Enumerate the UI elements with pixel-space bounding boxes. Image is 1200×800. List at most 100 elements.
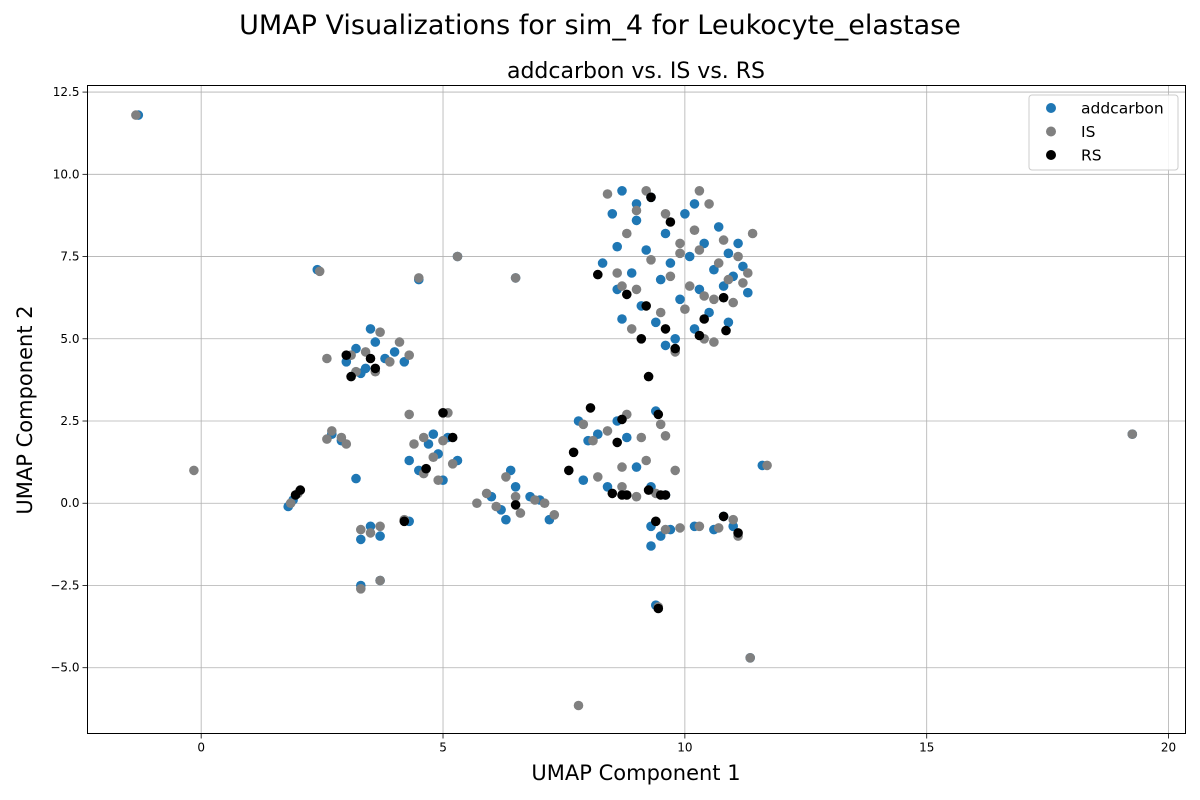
scatter-point	[399, 516, 410, 527]
y-tick-label: −5.0	[50, 661, 79, 675]
scatter-point	[636, 432, 647, 443]
scatter-point	[689, 199, 700, 209]
scatter-point	[356, 524, 366, 535]
scatter-point	[704, 307, 714, 318]
scatter-point	[684, 251, 695, 262]
scatter-point	[646, 192, 656, 203]
scatter-point	[404, 455, 415, 466]
scatter-point	[636, 334, 647, 344]
legend-marker	[1046, 150, 1056, 160]
chart-title: addcarbon vs. IS vs. RS	[507, 59, 765, 84]
scatter-point	[404, 409, 415, 420]
scatter-point	[341, 439, 352, 449]
scatter-point	[660, 324, 671, 334]
scatter-point	[665, 258, 676, 268]
scatter-point	[699, 291, 709, 301]
scatter-point	[641, 455, 651, 466]
scatter-point	[341, 350, 352, 361]
scatter-point	[743, 268, 753, 278]
scatter-point	[418, 432, 429, 443]
scatter-point	[631, 491, 642, 502]
scatter-point	[602, 189, 613, 199]
scatter-point	[356, 534, 366, 545]
scatter-point	[713, 523, 724, 533]
scatter-point	[447, 432, 458, 443]
scatter-point	[617, 482, 627, 492]
scatter-point	[365, 528, 376, 538]
scatter-point	[670, 334, 680, 344]
scatter-point	[646, 541, 656, 551]
scatter-point	[295, 485, 306, 495]
scatter-point	[631, 205, 642, 216]
scatter-point	[641, 245, 651, 255]
scatter-point	[694, 284, 705, 295]
scatter-point	[375, 327, 385, 338]
scatter-point	[385, 357, 395, 367]
scatter-point	[585, 403, 596, 413]
scatter-point	[375, 531, 385, 541]
grid-lines	[87, 85, 1186, 734]
scatter-point	[578, 475, 589, 486]
scatter-point	[365, 521, 376, 532]
scatter-point	[723, 274, 734, 285]
scatter-point	[665, 217, 676, 227]
scatter-point	[501, 514, 511, 525]
scatter-point	[447, 459, 458, 469]
scatter-point	[660, 340, 671, 351]
scatter-point	[626, 268, 637, 278]
legend-label: addcarbon	[1081, 100, 1164, 118]
plot-area	[87, 85, 1186, 734]
scatter-point	[660, 209, 671, 219]
scatter-point	[612, 268, 622, 278]
x-tick-label: 10	[677, 741, 692, 755]
scatter-point	[593, 472, 603, 482]
scatter-point	[651, 516, 661, 527]
scatter-point	[704, 199, 714, 209]
scatter-point	[743, 287, 753, 298]
x-tick-label: 0	[197, 741, 205, 755]
scatter-point	[694, 245, 705, 255]
scatter-point	[351, 343, 361, 354]
scatter-point	[699, 314, 709, 324]
scatter-point	[360, 347, 371, 357]
scatter-point	[622, 289, 632, 300]
scatter-point	[370, 337, 381, 347]
scatter-point	[660, 524, 671, 535]
legend: addcarbon IS RS	[1028, 94, 1179, 171]
scatter-point	[593, 269, 603, 280]
scatter-point	[428, 429, 439, 440]
scatter-point	[501, 472, 511, 482]
scatter-point	[612, 437, 622, 448]
scatter-point	[675, 523, 685, 533]
scatter-point	[356, 584, 366, 594]
scatter-point	[718, 235, 729, 245]
scatter-point	[721, 325, 731, 336]
scatter-point	[404, 350, 415, 361]
scatter-point	[510, 482, 521, 492]
scatter-point	[409, 439, 419, 449]
y-tick-label: 7.5	[60, 250, 79, 264]
scatter-point	[655, 307, 666, 318]
scatter-point	[622, 490, 632, 500]
scatter-point	[617, 462, 627, 472]
y-tick-label: 2.5	[60, 414, 79, 428]
scatter-point	[617, 314, 627, 324]
scatter-point	[694, 186, 705, 196]
scatter-point	[631, 199, 642, 209]
scatter-point	[510, 491, 521, 502]
y-axis-label: UMAP Component 2	[13, 305, 37, 514]
data-layer	[131, 110, 1138, 711]
scatter-point	[452, 251, 463, 262]
legend-marker	[1046, 126, 1056, 137]
scatter-point	[597, 258, 608, 268]
scatter-point	[689, 324, 700, 334]
scatter-point	[728, 514, 738, 525]
legend-marker	[1046, 103, 1056, 113]
x-tick-label: 20	[1161, 741, 1176, 755]
series-rs	[290, 192, 743, 614]
scatter-point	[738, 261, 748, 272]
x-tick-label: 15	[919, 741, 934, 755]
scatter-point	[370, 363, 381, 374]
scatter-point	[631, 462, 642, 472]
series-is	[131, 110, 1138, 711]
